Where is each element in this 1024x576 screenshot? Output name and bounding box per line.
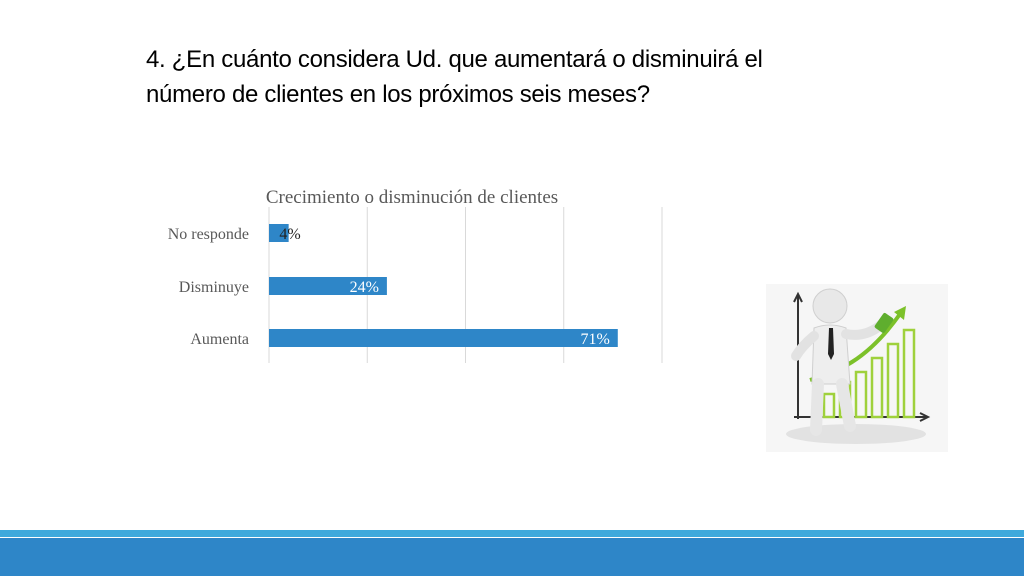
- footer-accent-bar: [0, 530, 1024, 537]
- businessman-growth-chart-icon: [766, 284, 948, 452]
- slide-title: 4. ¿En cuánto considera Ud. que aumentar…: [146, 42, 906, 112]
- chart-bars: [269, 224, 618, 347]
- category-tick-label: Aumenta: [190, 331, 249, 348]
- chart-labels: No responde 4% Disminuye 24% Aumenta 71%: [168, 226, 610, 348]
- slide-title-line-2: número de clientes en los próximos seis …: [146, 81, 650, 108]
- data-label: 71%: [580, 331, 609, 348]
- bar-disminuye: [269, 277, 387, 295]
- slide-title-line-1: 4. ¿En cuánto considera Ud. que aumentar…: [146, 46, 763, 73]
- bar-no-responde: [269, 224, 289, 242]
- bar-aumenta: [269, 329, 618, 347]
- footer-bar: [0, 538, 1024, 576]
- data-label: 4%: [279, 226, 300, 243]
- category-tick-label: No responde: [168, 226, 249, 243]
- chart-title: Crecimiento o disminución de clientes: [266, 187, 558, 208]
- data-label: 24%: [350, 279, 379, 296]
- category-tick-label: Disminuye: [179, 279, 249, 296]
